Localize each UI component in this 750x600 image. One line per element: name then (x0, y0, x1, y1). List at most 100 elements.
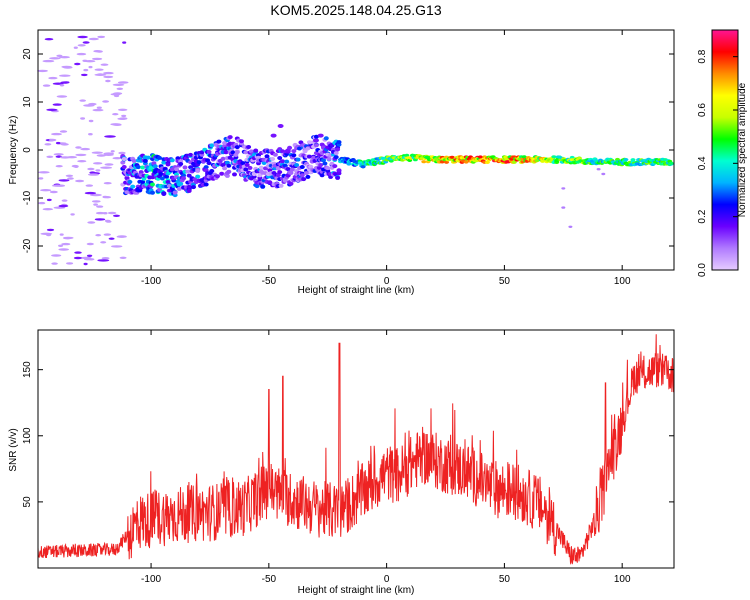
spectrogram-cell-565 (232, 172, 237, 177)
spectrogram-cell-98 (74, 165, 79, 168)
spectrogram-x-tick-label: 100 (614, 276, 631, 287)
spectrogram-cell-14 (73, 46, 78, 49)
spectrogram-cell-51 (84, 191, 97, 195)
spectrogram-cell-73 (105, 79, 111, 83)
spectrogram-cell-902 (326, 156, 332, 161)
spectrogram-cell-1417 (596, 168, 601, 171)
spectrogram-cell-465 (203, 182, 209, 187)
spectrogram-cell-146 (77, 35, 88, 39)
spectrogram-cell-1187 (511, 160, 517, 164)
spectrogram-cell-37 (81, 73, 88, 77)
spectrogram-cell-773 (289, 167, 295, 172)
spectrogram-cell-67 (40, 189, 52, 192)
spectrogram-cell-48 (101, 257, 110, 260)
spectrogram-cell-1149 (484, 160, 490, 164)
colorbar: 0.0 0.2 0.4 0.6 0.8 Normalized spectral ampl… (697, 29, 748, 277)
spectrogram-cell-928 (333, 151, 339, 156)
spectrogram-cell-33 (95, 234, 102, 237)
spectrogram-cell-124 (83, 262, 88, 266)
spectrogram-cell-119 (73, 256, 82, 260)
spectrogram-cell-289 (152, 164, 158, 169)
snr-x-ticks: -100 -50 0 50 100 (141, 330, 631, 585)
spectrogram-cell-64 (94, 218, 106, 221)
spectrogram-cell-50 (85, 184, 94, 187)
spectrogram-cell-58 (88, 119, 94, 123)
spectrogram-cell-187 (124, 175, 130, 180)
snr-x-tick-label: 0 (384, 574, 390, 585)
spectrogram-cell-69 (80, 117, 86, 120)
spectrogram-cell-26 (42, 208, 54, 211)
spectrogram-cell-1091 (444, 160, 449, 164)
spectrogram-cell-607 (243, 150, 249, 155)
spectrogram-cell-85 (74, 251, 82, 254)
spectrogram-cell-543 (224, 173, 230, 178)
spectrogram-cell-795 (297, 146, 302, 151)
spectrogram-cell-178 (121, 165, 127, 169)
spectrogram-cell-936 (336, 140, 342, 145)
spectrogram-cell-1412 (313, 138, 319, 143)
spectrogram-cell-56 (97, 35, 106, 39)
spectrogram-cell-1418 (601, 172, 606, 176)
spectrogram-cell-839 (308, 140, 314, 145)
spectrogram-cell-12 (86, 242, 94, 246)
spectrogram-cell-162 (116, 87, 124, 91)
spectrogram-cell-213 (131, 158, 137, 163)
spectrogram-cell-123 (66, 156, 77, 159)
spectrogram-cell-933 (335, 175, 341, 180)
spectrogram-cell-87 (70, 213, 75, 216)
spectrogram-cell-118 (100, 241, 107, 244)
spectrogram-cell-46 (60, 143, 69, 146)
spectrogram-cell-1227 (540, 159, 546, 163)
spectrogram-x-tick-label: -50 (262, 276, 277, 287)
spectrogram-cell-739 (280, 159, 285, 164)
spectrogram-cell-377 (178, 159, 184, 164)
spectrogram-cell-809 (299, 173, 305, 178)
snr-x-tick-label: 100 (614, 574, 631, 585)
spectrogram-cell-166 (82, 41, 90, 44)
spectrogram-cell-130 (87, 221, 96, 224)
spectrogram-cell-90 (88, 133, 93, 136)
spectrogram-cell-387 (181, 176, 187, 181)
spectrogram-cell-100 (105, 220, 112, 223)
colorbar-tick-label: 0.0 (697, 263, 708, 277)
spectrogram-cell-109 (104, 135, 116, 138)
spectrogram-cell-137 (59, 56, 70, 59)
spectrogram-cell-92 (46, 198, 52, 202)
spectrogram-y-tick-label: 20 (22, 48, 33, 60)
spectrogram-cell-81 (121, 114, 127, 118)
spectrogram-cell-1243 (551, 155, 557, 159)
spectrogram-cell-122 (38, 177, 44, 180)
spectrogram-cell-722 (275, 166, 281, 171)
colorbar-frame (711, 29, 739, 271)
spectrogram-cell-254 (142, 158, 148, 163)
spectrogram-cell-78 (110, 150, 115, 153)
spectrogram-cell-1035 (404, 153, 410, 157)
spectrogram-cell-1355 (630, 158, 636, 162)
spectrogram-cell-116 (96, 154, 106, 157)
spectrogram-cell-68 (51, 254, 62, 257)
spectrogram-cell-271 (148, 165, 154, 170)
spectrogram-cell-439 (195, 168, 201, 173)
spectrogram-cell-805 (299, 165, 305, 169)
spectrogram-cell-159 (44, 143, 52, 146)
spectrogram-cell-778 (291, 149, 297, 154)
spectrogram-cell-25 (83, 104, 95, 107)
spectrogram-cell-750 (284, 159, 290, 164)
spectrogram-cell-578 (234, 150, 240, 155)
snr-x-tick-label: -50 (262, 574, 277, 585)
spectrogram-cell-55 (49, 57, 61, 60)
spectrogram-cell-136 (110, 123, 122, 126)
spectrogram-cell-897 (325, 166, 331, 171)
spectrogram-cell-312 (159, 176, 165, 181)
snr-series-line (37, 334, 675, 566)
colorbar-tick-label: 0.8 (697, 49, 708, 63)
spectrogram-cell-134 (48, 76, 58, 80)
spectrogram-cell-6 (58, 179, 70, 182)
spectrogram-cell-245 (141, 176, 147, 181)
spectrogram-cell-126 (40, 232, 53, 235)
spectrogram-y-tick-label: -20 (22, 238, 33, 253)
spectrogram-x-tick-label: 0 (384, 276, 390, 287)
spectrogram-cell-128 (42, 84, 51, 87)
spectrogram-cell-548 (226, 169, 232, 174)
spectrogram-x-ticks: -100 -50 0 50 100 (141, 30, 631, 287)
